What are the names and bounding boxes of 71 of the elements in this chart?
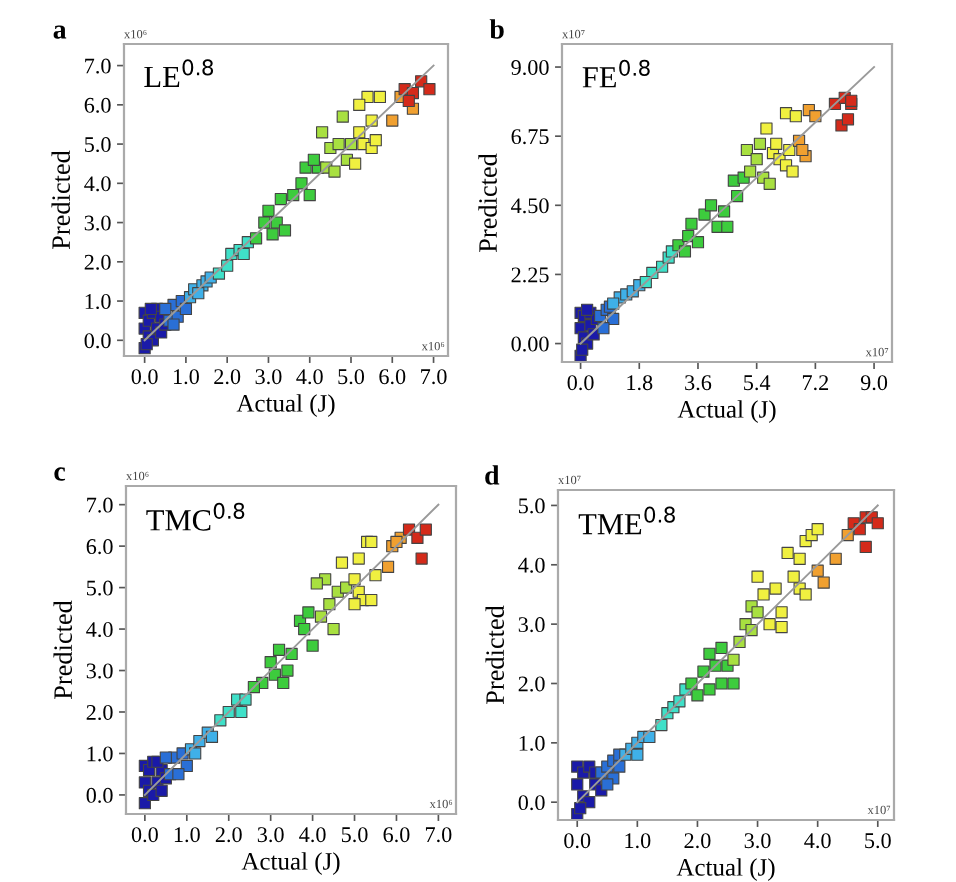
x-tick-label: 6.0	[379, 369, 406, 385]
y-tick-label: 1.0	[85, 293, 111, 310]
y-axis-title: Predicted	[478, 153, 497, 253]
y-tick-label: 7.0	[85, 58, 111, 74]
x-tick-label: 7.0	[425, 827, 452, 843]
x-tick-label: 3.0	[255, 369, 282, 385]
y-tick-label: 0.0	[518, 795, 545, 811]
x-tick-label: 7.0	[421, 369, 447, 385]
annotation: TMC$^{0.8}$	[146, 502, 245, 531]
x-tick-label: 5.4	[744, 375, 771, 391]
x-tick-label: 4.0	[299, 827, 326, 843]
x-tick-label: 1.0	[625, 833, 651, 849]
x-tick-label: 4.0	[804, 833, 831, 849]
chart-title: b	[489, 19, 504, 39]
x-tick-label: 1.0	[173, 369, 199, 385]
chart-title: a	[53, 25, 67, 39]
x-tick-label: 0.0	[567, 375, 594, 391]
annotation: TME$^{0.8}$	[578, 506, 675, 535]
y-axis-title: Predicted	[485, 605, 505, 705]
x-tick-label: 0.0	[564, 833, 591, 849]
x-tick-label: 3.0	[744, 833, 771, 849]
x-tick-label: 0.0	[131, 369, 158, 385]
y-tick-label: 6.75	[511, 129, 549, 145]
y-tick-label: 4.50	[511, 198, 549, 214]
y-tick-label: 2.0	[86, 704, 113, 721]
x-tick-label: 2.0	[214, 369, 241, 385]
x-tick-label: 1.8	[627, 375, 653, 391]
y-tick-label: 5.0	[519, 498, 545, 514]
x-tick-label: 3.6	[685, 375, 712, 391]
x-tick-label: 7.2	[802, 375, 829, 391]
y-axis-title: Predicted	[53, 600, 73, 700]
y-tick-label: 5.0	[87, 580, 113, 596]
y-tick-label: 9.00	[511, 59, 549, 76]
x-tick-label: 9.0	[860, 375, 888, 391]
x-tick-label: 0.0	[131, 827, 158, 843]
y-tick-label: 1.0	[87, 746, 113, 762]
chart-title: c	[54, 467, 66, 481]
x-tick-label: 5.0	[338, 369, 365, 385]
y-tick-label: 4.0	[84, 176, 111, 192]
x-tick-label: 6.0	[383, 827, 410, 843]
y-tick-label: 7.0	[87, 497, 113, 513]
y-tick-label: 3.0	[84, 215, 111, 231]
x-tick-label: 5.0	[341, 827, 368, 843]
chart-title: d	[485, 465, 500, 485]
y-tick-label: 6.0	[86, 539, 113, 555]
y-tick-label: 1.0	[519, 735, 545, 751]
y-tick-label: 0.0	[84, 333, 111, 349]
y-tick-label: 2.0	[84, 254, 111, 270]
y-tick-label: 0.0	[86, 787, 113, 803]
y-axis-title: Predicted	[51, 150, 71, 250]
x-axis-title: Actual (J)	[236, 394, 335, 417]
y-tick-label: 3.0	[86, 663, 113, 679]
x-tick-label: 3.0	[257, 827, 284, 843]
y-tick-label: 3.0	[518, 617, 545, 633]
x-tick-label: 4.0	[296, 369, 323, 385]
y-tick-label: 5.0	[85, 137, 111, 153]
x-tick-label: 2.0	[684, 833, 711, 849]
x-axis-title: Actual (J)	[241, 852, 340, 875]
y-tick-label: 4.0	[518, 557, 545, 573]
y-tick-label: 2.25	[511, 267, 549, 283]
y-tick-label: 0.00	[511, 336, 549, 352]
x-tick-label: 2.0	[215, 827, 242, 843]
y-tick-label: 4.0	[86, 621, 113, 638]
x-tick-label: 1.0	[174, 827, 200, 843]
x-tick-label: 5.0	[865, 833, 891, 849]
annotation: FE$^{0.8}$	[582, 59, 650, 88]
annotation: LE$^{0.8}$	[144, 59, 214, 87]
y-tick-label: 2.0	[518, 676, 545, 692]
x-axis-title: Actual (J)	[676, 858, 775, 881]
y-tick-label: 6.0	[84, 97, 111, 113]
x-axis-title: Actual (J)	[677, 400, 776, 423]
